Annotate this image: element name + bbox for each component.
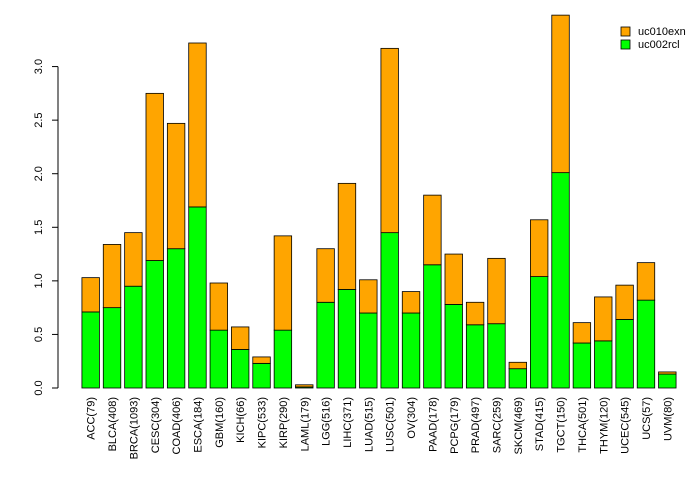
- bar-uc010exn-2: [124, 232, 143, 287]
- bar-uc002rcl-11: [316, 301, 335, 389]
- bar-uc010exn-27: [658, 371, 677, 375]
- bar-uc010exn-1: [102, 244, 122, 309]
- bar-uc010exn-0: [81, 277, 100, 313]
- bar-uc002rcl-4: [166, 248, 186, 389]
- bar-uc002rcl-20: [508, 368, 527, 389]
- bar-uc002rcl-7: [231, 349, 250, 389]
- bar-uc002rcl-2: [124, 285, 143, 389]
- bar-uc002rcl-23: [572, 342, 592, 389]
- bar-uc010exn-7: [231, 326, 250, 350]
- bar-uc002rcl-0: [81, 311, 100, 389]
- bars-group: [81, 14, 677, 389]
- x-tick-label-6: GBM(160): [214, 397, 226, 448]
- bar-uc002rcl-12: [337, 289, 357, 389]
- x-tick-label-22: TGCT(150): [556, 397, 568, 453]
- y-tick-label-3: 1.5: [33, 220, 45, 235]
- bar-uc002rcl-5: [188, 206, 207, 389]
- x-tick-label-9: KIRP(290): [278, 397, 290, 448]
- x-tick-label-25: UCEC(545): [620, 397, 632, 454]
- x-tick-label-27: UVM(80): [662, 397, 674, 441]
- bar-uc002rcl-15: [401, 312, 421, 389]
- bar-uc010exn-12: [337, 182, 357, 290]
- bar-uc010exn-17: [444, 253, 463, 305]
- x-tick-label-18: PRAD(497): [470, 397, 482, 453]
- legend: uc010exn uc002rcl: [620, 26, 686, 51]
- bar-uc010exn-18: [465, 301, 485, 326]
- y-tick-label-5: 2.5: [33, 112, 45, 127]
- legend-swatch-uc010exn: [620, 26, 631, 37]
- x-tick-label-12: LIHC(371): [342, 397, 354, 448]
- bar-uc002rcl-3: [145, 260, 164, 389]
- x-tick-label-4: COAD(406): [171, 397, 183, 454]
- bar-uc010exn-10: [295, 384, 314, 388]
- bar-uc002rcl-17: [444, 304, 463, 389]
- bar-uc002rcl-27: [658, 373, 677, 389]
- y-tick-label-6: 3.0: [33, 59, 45, 74]
- bar-uc002rcl-19: [487, 323, 506, 389]
- bar-uc010exn-23: [572, 322, 592, 344]
- bar-uc010exn-8: [252, 356, 271, 364]
- x-tick-label-5: ESCA(184): [192, 397, 204, 453]
- bar-uc010exn-4: [166, 122, 186, 250]
- x-tick-label-14: LUSC(501): [385, 397, 397, 452]
- bar-uc002rcl-21: [530, 276, 549, 389]
- x-tick-label-13: LUAD(515): [363, 397, 375, 452]
- legend-label-uc002rcl: uc002rcl: [638, 39, 680, 51]
- bar-uc010exn-21: [530, 219, 549, 277]
- bar-uc002rcl-18: [465, 324, 485, 389]
- x-tick-label-23: THCA(501): [577, 397, 589, 453]
- x-tick-label-10: LAML(179): [299, 397, 311, 451]
- x-tick-label-8: KIPC(533): [257, 397, 269, 448]
- bar-uc010exn-20: [508, 361, 527, 370]
- bar-uc002rcl-25: [615, 319, 634, 389]
- bar-uc010exn-22: [551, 14, 570, 174]
- y-tick-label-1: 0.5: [33, 327, 45, 342]
- x-tick-label-16: PAAD(178): [427, 397, 439, 452]
- y-axis: 0.0 0.5 1.0 1.5 2.0 2.5 3.0: [33, 59, 59, 396]
- x-axis-labels: ACC(79) BLCA(408) BRCA(1093) CESC(304) COAD(…: [86, 397, 675, 459]
- x-tick-label-3: CESC(304): [150, 397, 162, 453]
- bar-uc010exn-15: [401, 291, 421, 314]
- x-tick-label-1: BLCA(408): [107, 397, 119, 451]
- bar-uc002rcl-22: [551, 172, 570, 389]
- x-tick-label-15: OV(304): [406, 397, 418, 439]
- x-tick-label-20: SKCM(469): [513, 397, 525, 454]
- bar-uc002rcl-24: [594, 340, 613, 389]
- bar-uc002rcl-14: [380, 232, 399, 389]
- bar-uc010exn-14: [380, 47, 399, 234]
- bar-uc010exn-16: [423, 194, 442, 266]
- bar-uc010exn-26: [636, 262, 656, 301]
- x-tick-label-19: SARC(259): [491, 397, 503, 453]
- y-tick-label-0: 0.0: [33, 380, 45, 395]
- bar-uc002rcl-13: [359, 312, 378, 389]
- bar-uc010exn-3: [145, 92, 164, 261]
- x-tick-label-0: ACC(79): [86, 397, 98, 440]
- legend-swatch-uc002rcl: [620, 39, 631, 50]
- bar-uc002rcl-6: [209, 329, 228, 389]
- bar-uc002rcl-26: [636, 299, 656, 389]
- x-tick-label-24: THYM(120): [598, 397, 610, 454]
- bar-uc010exn-13: [359, 279, 378, 314]
- x-tick-label-21: STAD(415): [534, 397, 546, 451]
- y-tick-label-4: 2.0: [33, 166, 45, 181]
- x-tick-label-11: LGG(516): [321, 397, 333, 446]
- bar-uc010exn-11: [316, 248, 335, 303]
- bar-uc010exn-5: [188, 42, 207, 208]
- bar-uc002rcl-1: [102, 307, 122, 389]
- x-tick-label-17: PCPG(179): [449, 397, 461, 454]
- bar-uc010exn-19: [487, 257, 506, 325]
- bar-uc002rcl-9: [273, 329, 293, 389]
- bar-uc010exn-24: [594, 296, 613, 342]
- bar-uc002rcl-16: [423, 264, 442, 389]
- x-tick-label-26: UCS(57): [641, 397, 653, 440]
- bar-uc010exn-9: [273, 235, 293, 331]
- legend-label-uc010exn: uc010exn: [638, 26, 686, 38]
- x-tick-label-7: KICH(66): [235, 397, 247, 443]
- x-tick-label-2: BRCA(1093): [128, 397, 140, 459]
- bar-uc010exn-6: [209, 282, 228, 331]
- bar-uc002rcl-8: [252, 362, 271, 389]
- y-tick-label-2: 1.0: [33, 273, 45, 288]
- bar-uc010exn-25: [615, 284, 634, 320]
